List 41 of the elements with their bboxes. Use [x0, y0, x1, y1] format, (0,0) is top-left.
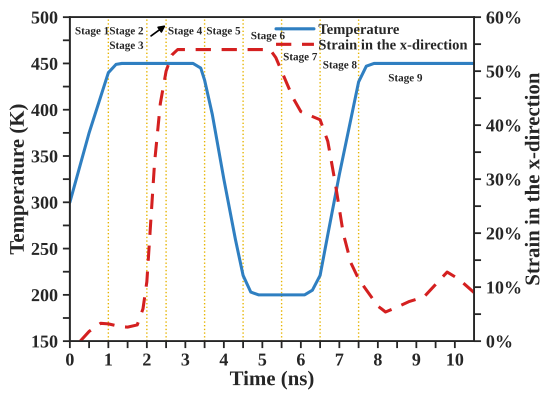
legend-label: Temperature [318, 24, 399, 38]
x-tick-label: 6 [296, 354, 305, 366]
y2-tick-label: 60% [486, 11, 520, 24]
annotation: Stage 3 [110, 42, 144, 52]
y-tick-label: 350 [32, 150, 58, 162]
x-tick-label: 2 [143, 354, 151, 366]
annotation: Stage 4 [168, 26, 202, 37]
x-tick-label: 10 [447, 353, 464, 366]
annotation: Stage 2 [110, 26, 144, 37]
x-tick-label: 3 [182, 354, 190, 366]
y-tick-label: 400 [31, 104, 58, 116]
x-tick-label: 5 [258, 354, 266, 366]
y2-axis-title: Strain in the x-direction [524, 72, 540, 285]
y2-tick-label: 10% [487, 281, 520, 294]
annotation: Stage 8 [323, 60, 357, 71]
y-tick-label: 500 [32, 11, 58, 24]
annotation: Stage 9 [388, 74, 422, 84]
y2-tick-label: 40% [486, 119, 520, 132]
x-axis-title: Time (ns) [230, 370, 314, 390]
x-tick-label: 0 [66, 353, 74, 366]
y-tick-label: 200 [32, 289, 58, 302]
y2-tick-label: 20% [486, 227, 520, 240]
line-series [70, 62, 474, 296]
annotation: Stage 7 [284, 52, 318, 63]
legend-label: Strain in the x-direction [319, 39, 468, 50]
y-tick-label: 150 [32, 335, 58, 348]
y-axis-title: Temperature (K) [9, 104, 28, 254]
annotation: Stage 6 [251, 32, 285, 42]
y-tick-label: 250 [32, 242, 58, 256]
x-tick-label: 7 [336, 354, 344, 366]
y2-tick-label: 50% [486, 65, 520, 78]
x-tick-label: 8 [374, 353, 382, 366]
y-tick-label: 450 [31, 58, 58, 70]
x-tick-label: 4 [220, 354, 228, 366]
annotation: Stage 1 [76, 26, 109, 37]
y2-tick-label: 30% [486, 173, 520, 186]
annotation: Stage 5 [206, 26, 240, 37]
x-tick-label: 1 [105, 354, 112, 366]
x-tick-label: 9 [412, 354, 420, 366]
y-tick-label: 300 [32, 196, 58, 209]
y2-tick-label: 0% [486, 335, 512, 348]
